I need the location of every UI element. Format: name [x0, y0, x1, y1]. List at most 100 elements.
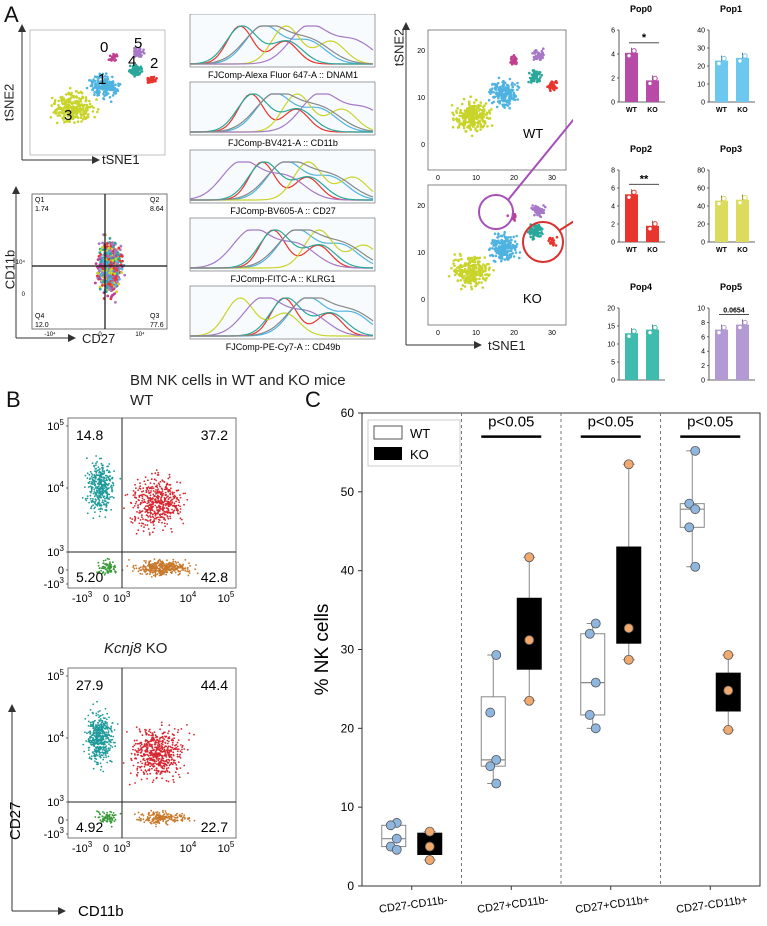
flow-dot — [173, 570, 176, 572]
flow-dot — [150, 490, 153, 492]
flow-dot — [171, 493, 174, 496]
tsne-ko-dot — [494, 254, 498, 258]
flow-dot — [173, 502, 176, 505]
flow-dot — [166, 564, 168, 567]
tsne-top-dot — [68, 98, 72, 101]
tsne-ko-dot — [514, 215, 517, 219]
flow-dot — [84, 497, 87, 500]
flow-dot — [101, 741, 104, 744]
tsne-ko-dot — [497, 239, 500, 242]
tsne-top-dot — [62, 97, 65, 100]
flow-dot — [149, 496, 152, 499]
flow-dot — [160, 772, 163, 774]
flow-dot — [102, 738, 104, 741]
flow-dot — [161, 494, 164, 497]
flow-dot — [92, 743, 95, 745]
flow-dot — [146, 524, 149, 527]
flow-dot — [155, 485, 157, 488]
flow-dot — [90, 755, 93, 757]
tsne-top-dot — [76, 107, 79, 111]
flow-dot — [149, 503, 152, 506]
bar-category-label: WT — [716, 247, 728, 254]
quad-dot — [123, 273, 127, 277]
tsne-wt-dot — [476, 106, 479, 110]
flow-dot — [110, 564, 113, 566]
flow-dot — [96, 727, 99, 730]
tsne-wt-dot — [470, 134, 474, 138]
flow-dot — [139, 760, 142, 763]
tsne-ko-dot — [515, 245, 518, 248]
flow-dot — [159, 562, 162, 564]
flow-dot — [186, 748, 189, 751]
tsne-top-dot — [109, 58, 112, 61]
tsne-ko-dot — [468, 261, 472, 264]
quad-dot — [111, 245, 115, 248]
tsne-right-plot: WT KO 20 10 0 20 10 0 0 10 20 30 0 10 20… — [402, 22, 573, 349]
flow-dot — [141, 497, 144, 500]
flow-dot — [147, 516, 150, 518]
flow-dot — [110, 565, 113, 568]
tsne-wt-dot — [508, 106, 511, 110]
tsne-ko-xtick-3: 30 — [548, 330, 556, 337]
flow-dot — [97, 714, 99, 716]
tsne-top-dot — [150, 79, 154, 83]
tsne-ko-dot — [471, 276, 475, 279]
bar-point — [631, 48, 637, 54]
tsne-ko-dot — [541, 232, 544, 236]
tsne-wt-dot — [534, 74, 538, 78]
flow-dot — [153, 743, 156, 746]
flow-dot — [167, 502, 170, 505]
flow-dot — [99, 741, 102, 744]
tsne-ko-dot — [453, 273, 457, 277]
flow-dot — [110, 735, 112, 738]
tsne-top-dot — [112, 56, 116, 59]
tsne-wt-dot — [462, 97, 466, 101]
flow-dot — [151, 571, 154, 573]
flow-dot — [112, 561, 114, 564]
quad-dot — [109, 249, 112, 253]
tsne-wt-dot — [502, 95, 505, 98]
flow-dot — [101, 490, 104, 493]
flow-dot — [158, 743, 161, 746]
flow-dot — [94, 511, 96, 513]
flow-dot — [96, 749, 98, 751]
tsne-ko-dot — [536, 228, 540, 231]
flow-dot — [141, 514, 143, 517]
tsne-ko-dot — [487, 262, 490, 266]
flow-dot — [95, 455, 97, 457]
flow-dot — [161, 562, 163, 565]
tsne-wt-dot — [511, 55, 514, 59]
flow-dot — [154, 504, 157, 507]
flow-dot — [150, 563, 153, 566]
tsne-top-dot — [109, 100, 113, 103]
tsne-ko-dot — [463, 264, 466, 267]
tsne-ko-dot — [500, 255, 504, 259]
flow-dot — [150, 576, 153, 578]
flow-dot — [99, 718, 102, 720]
flow-dot — [97, 724, 99, 726]
flow-dot — [156, 573, 159, 576]
flow-dot — [167, 489, 170, 492]
flow-dot — [146, 496, 149, 498]
flow-dot — [96, 738, 99, 740]
flow-dot — [133, 739, 136, 742]
flow-dot — [102, 571, 105, 573]
flow-dot — [132, 764, 135, 767]
flow-dot — [91, 486, 94, 489]
flow-dot — [129, 517, 132, 519]
tsne-top-dot — [115, 54, 119, 58]
flow-dot — [99, 710, 101, 712]
flow-dot — [98, 753, 101, 756]
flow-dot — [126, 493, 129, 496]
tsne-ko-dot — [555, 235, 559, 239]
flow-dot — [172, 495, 175, 498]
flow-dot — [85, 740, 88, 742]
flow-dot — [101, 723, 103, 726]
tsne-ko-dot — [474, 284, 478, 288]
flow-dot — [95, 724, 98, 726]
tsne-top-dot — [111, 75, 114, 79]
tsne-wt-dot — [552, 86, 555, 90]
tsne-wt-dot — [458, 114, 461, 118]
flow-dot — [175, 764, 178, 766]
flow-ytick-exp: 4 — [60, 480, 65, 489]
